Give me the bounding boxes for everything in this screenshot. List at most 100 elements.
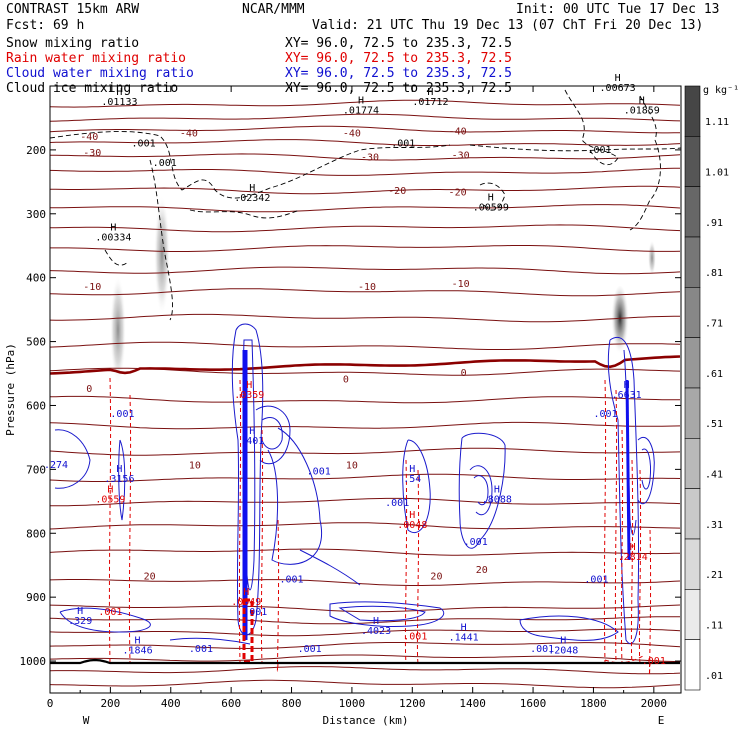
snow-contour bbox=[149, 159, 173, 321]
isotherm-line bbox=[50, 113, 681, 122]
extremum-type: H bbox=[249, 183, 255, 194]
extremum-value: .1846 bbox=[123, 645, 153, 656]
extremum-type: H bbox=[409, 464, 415, 475]
contour-label: .001 bbox=[307, 466, 331, 477]
contour-label: .001 bbox=[189, 644, 213, 655]
extremum-value: .00673 bbox=[600, 83, 636, 94]
field-label-snow: Snow mixing ratio bbox=[6, 36, 139, 51]
rain-contour bbox=[614, 389, 618, 664]
cloud-contour bbox=[54, 429, 91, 489]
cloud-contour bbox=[637, 437, 655, 505]
valid-time: Valid: 21 UTC Thu 19 Dec 13 (07 ChT Fri … bbox=[312, 18, 703, 33]
isotherm-line bbox=[50, 497, 681, 507]
y-tick-label: 700 bbox=[26, 463, 46, 476]
snow-contour bbox=[104, 249, 129, 266]
x-tick-label: 2000 bbox=[641, 697, 668, 710]
colorbar-label: 1.11 bbox=[705, 117, 729, 128]
snow-contours bbox=[50, 89, 681, 321]
contour-label: .001 bbox=[391, 139, 415, 150]
rain-contour bbox=[604, 654, 646, 664]
isotherm-label: 20 bbox=[144, 571, 156, 582]
isotherm-line bbox=[50, 224, 681, 233]
field-xy-ice: XY= 96.0, 72.5 to 235.3, 72.5 bbox=[285, 81, 512, 96]
isotherm-label: -30 bbox=[83, 148, 101, 159]
snow-plume bbox=[611, 286, 629, 358]
x-tick-label: 1600 bbox=[520, 697, 547, 710]
colorbar-label: .11 bbox=[705, 621, 723, 632]
rain-contour bbox=[630, 459, 634, 664]
extremum-type: H bbox=[461, 623, 467, 634]
contour-labels: .001 .001 .001 .001 .001 .001 .001 .001 .001 .001… bbox=[44, 139, 666, 668]
isotherm-label: 0 bbox=[461, 368, 467, 379]
rain-contour bbox=[238, 379, 242, 664]
extremum-type: H bbox=[624, 380, 630, 391]
colorbar-label: .91 bbox=[705, 218, 723, 229]
isotherm-line bbox=[50, 139, 681, 146]
isotherm-label: -30 bbox=[452, 150, 470, 161]
extremum-type: H bbox=[107, 485, 113, 496]
isotherm-label: -10 bbox=[83, 282, 101, 293]
axes: 0 200 400 600 800 1000 1200 1400 1600 1800 2000200… bbox=[4, 85, 682, 727]
field-label-rain: Rain water mixing ratio bbox=[6, 51, 186, 66]
forecast-hour: Fcst: 69 h bbox=[6, 18, 84, 33]
extremum-type: H bbox=[110, 223, 116, 234]
x-tick-label: 1800 bbox=[580, 697, 607, 710]
extremum-value: .329 bbox=[68, 616, 92, 627]
contour-label: .001 bbox=[98, 607, 122, 618]
extremum-value: .54 bbox=[403, 474, 421, 485]
colorbar-label: .31 bbox=[705, 520, 723, 531]
y-tick-label: 600 bbox=[26, 399, 46, 412]
extremum-value: .401 bbox=[240, 436, 264, 447]
isotherm-line bbox=[50, 447, 681, 456]
cloud-contour bbox=[458, 432, 506, 549]
extremum-value: .1441 bbox=[449, 633, 479, 644]
isotherm-line bbox=[50, 395, 680, 404]
rain-contour bbox=[404, 459, 408, 664]
extremum-value: .01712 bbox=[412, 97, 448, 108]
isotherm-line bbox=[50, 548, 681, 556]
isotherm-line bbox=[50, 341, 681, 350]
isotherm-line bbox=[50, 288, 681, 297]
org-label: NCAR/MMM bbox=[242, 2, 305, 17]
cloud-contour bbox=[267, 427, 323, 565]
isotherm-line bbox=[50, 642, 681, 650]
snow-shading bbox=[110, 195, 656, 385]
extremum-type: H bbox=[358, 95, 364, 106]
field-label-ice: Cloud ice mixing ratio bbox=[6, 81, 178, 96]
cloud-contour bbox=[255, 405, 291, 465]
init-time: Init: 00 UTC Tue 17 Dec 13 bbox=[516, 2, 720, 17]
snow-contour bbox=[189, 209, 301, 219]
colorbar-swatch bbox=[684, 136, 701, 187]
rain-contour bbox=[603, 379, 607, 664]
model-title: CONTRAST 15km ARW bbox=[6, 2, 139, 17]
isotherm-line bbox=[50, 125, 680, 134]
extremum-value: .2048 bbox=[548, 645, 578, 656]
cloud-core bbox=[625, 379, 631, 561]
extremum-value: .01774 bbox=[343, 105, 379, 116]
isotherm-labels: -40 -40 -40 -40 -30 -30 -30 -20 -20 -10 -10 -10 0 0 0 1… bbox=[80, 127, 488, 583]
contour-label: .001 bbox=[584, 574, 608, 585]
colorbar-swatch bbox=[684, 387, 701, 439]
y-tick-label: 300 bbox=[26, 208, 46, 221]
extremum-value: .00599 bbox=[473, 203, 509, 214]
x-tick-label: 1000 bbox=[339, 697, 366, 710]
colorbar-label: .01 bbox=[705, 671, 723, 682]
extremum-type: H bbox=[246, 380, 252, 391]
isotherm-label: -20 bbox=[388, 186, 406, 197]
isotherm-line bbox=[50, 604, 681, 613]
rain-contour bbox=[648, 529, 652, 676]
cloud-contour bbox=[329, 601, 445, 627]
x-tick-label: 1400 bbox=[459, 697, 486, 710]
cloud-water-contours bbox=[54, 323, 655, 645]
ground-surface-line bbox=[50, 658, 680, 665]
y-tick-label: 1000 bbox=[20, 655, 47, 668]
contour-label: .001 bbox=[153, 158, 177, 169]
cloud-contour bbox=[469, 465, 493, 516]
extremum-value: .0359 bbox=[234, 390, 264, 401]
extremum-type: H bbox=[373, 616, 379, 627]
colorbar-swatch bbox=[684, 488, 701, 540]
colorbar-swatch bbox=[684, 85, 701, 137]
contour-label: .001 bbox=[530, 644, 554, 655]
contour-label: .001 bbox=[279, 574, 303, 585]
cloud-contour bbox=[607, 337, 640, 645]
